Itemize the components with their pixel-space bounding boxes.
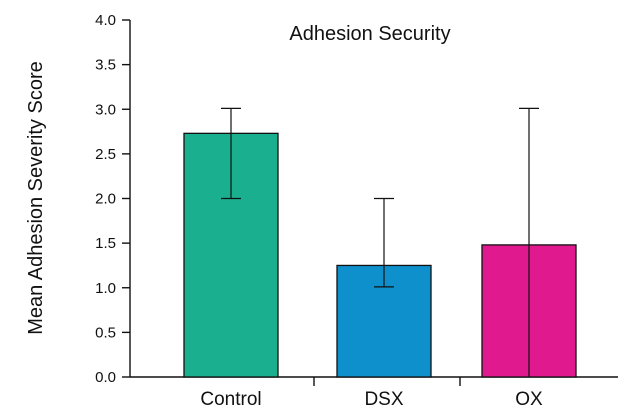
y-axis-title: Mean Adhesion Severity Score bbox=[25, 61, 47, 335]
y-tick-label: 1.0 bbox=[95, 280, 116, 297]
chart-title: Adhesion Security bbox=[289, 23, 450, 45]
x-category-label: OX bbox=[515, 389, 543, 409]
y-tick-label: 0.0 bbox=[95, 369, 116, 386]
x-category-label: Control bbox=[200, 389, 261, 409]
y-tick-label: 3.0 bbox=[95, 101, 116, 118]
y-tick-label: 1.5 bbox=[95, 235, 116, 252]
y-tick-label: 2.5 bbox=[95, 146, 116, 163]
y-tick-label: 2.0 bbox=[95, 191, 116, 208]
x-category-label: DSX bbox=[364, 389, 403, 409]
y-tick-label: 4.0 bbox=[95, 12, 116, 29]
y-tick-label: 0.5 bbox=[95, 324, 116, 341]
y-tick-label: 3.5 bbox=[95, 57, 116, 74]
plot-area: 0.0 0.5 1.0 1.5 2.0 2.5 3.0 3.5 4.0 Control DSX OX bbox=[95, 12, 618, 409]
